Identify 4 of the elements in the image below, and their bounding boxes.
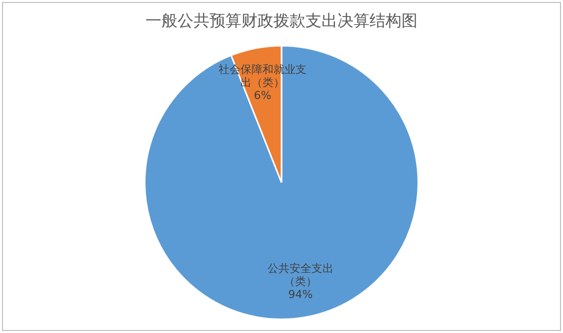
data-label: 6%: [254, 88, 272, 102]
slice-label: 公共安全支出（类）: [267, 262, 334, 288]
chart-title: 一般公共预算财政拨款支出决算结构图: [144, 11, 418, 32]
data-label: 94%: [288, 288, 313, 301]
